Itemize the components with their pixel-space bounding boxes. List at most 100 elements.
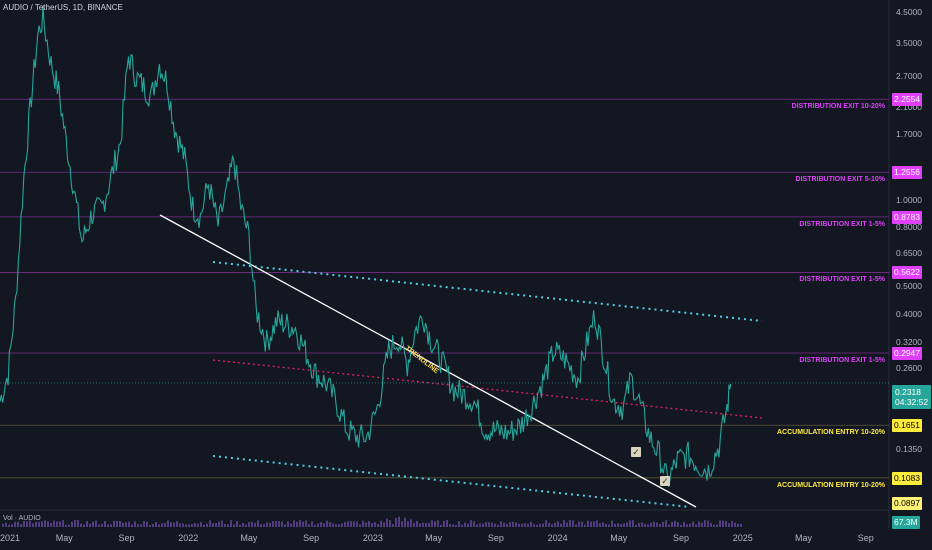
volume-bar <box>251 521 253 527</box>
volume-bar <box>29 520 31 527</box>
volume-bar <box>275 521 277 527</box>
volume-bar <box>74 520 76 527</box>
price-tick-label: 3.5000 <box>896 38 922 49</box>
volume-bar <box>188 524 190 527</box>
volume-bar <box>386 518 388 527</box>
volume-bar <box>230 520 232 527</box>
volume-bar <box>224 523 226 527</box>
volume-bar <box>128 521 130 527</box>
volume-bar <box>38 522 40 527</box>
volume-bar <box>122 522 124 527</box>
volume-bar <box>572 520 574 527</box>
volume-bar <box>662 521 664 527</box>
time-tick-label: Sep <box>487 533 504 543</box>
level-label: DISTRIBUTION EXIT 10-20% <box>791 103 885 111</box>
volume-bar <box>95 520 97 527</box>
volume-bar <box>563 520 565 527</box>
volume-bar <box>227 524 229 527</box>
volume-bar <box>500 521 502 527</box>
volume-bar <box>167 520 169 527</box>
volume-bar <box>719 520 721 527</box>
volume-bar <box>674 520 676 527</box>
volume-bar <box>653 521 655 527</box>
volume-bar <box>350 521 352 527</box>
volume-bar <box>206 523 208 527</box>
level-price-tag: 0.1651 <box>892 419 922 433</box>
time-tick-label: Sep <box>118 533 135 543</box>
volume-bar <box>695 524 697 527</box>
volume-bar <box>266 522 268 527</box>
volume-bar <box>11 524 13 527</box>
volume-bar <box>2 523 4 527</box>
volume-bar <box>494 523 496 527</box>
volume-bar <box>92 521 94 527</box>
volume-bar <box>620 524 622 527</box>
volume-bar <box>461 524 463 527</box>
mid-channel-line <box>212 359 763 419</box>
volume-bar <box>308 524 310 527</box>
volume-bar <box>125 522 127 527</box>
level-price-tag: 0.2947 <box>892 346 922 360</box>
volume-bar <box>152 523 154 527</box>
upper-channel-line <box>212 261 763 322</box>
volume-bar <box>17 521 19 527</box>
volume-bar <box>518 523 520 527</box>
volume-bar <box>740 523 742 527</box>
price-series <box>0 5 732 488</box>
volume-bar <box>269 522 271 527</box>
volume-bar <box>215 522 217 527</box>
volume-bar <box>299 520 301 527</box>
volume-bar <box>542 523 544 527</box>
volume-bar <box>392 524 394 527</box>
volume-bar <box>497 524 499 527</box>
volume-bar <box>647 524 649 527</box>
volume-bar <box>536 524 538 527</box>
volume-bar <box>524 523 526 527</box>
volume-bar <box>470 520 472 527</box>
current-price-value: 0.2318 <box>895 387 921 397</box>
volume-bar <box>593 521 595 527</box>
volume-bar <box>221 520 223 527</box>
volume-bar <box>713 524 715 527</box>
volume-bar <box>182 523 184 527</box>
volume-bar <box>704 520 706 527</box>
low-price-tag: 0.0897 <box>892 497 922 510</box>
time-tick-label: 2025 <box>732 533 753 543</box>
volume-bar <box>140 524 142 527</box>
volume-bar <box>404 517 406 527</box>
volume-bar <box>179 523 181 527</box>
volume-bar <box>458 521 460 527</box>
volume-bar <box>131 524 133 527</box>
volume-bar <box>197 523 199 527</box>
volume-bar <box>638 522 640 527</box>
volume-bar <box>686 524 688 527</box>
level-price-tag: 0.5622 <box>892 266 922 280</box>
volume-bar <box>5 522 7 527</box>
volume-bar <box>203 524 205 527</box>
volume-bar <box>89 523 91 527</box>
volume-label: Vol · AUDIO <box>3 515 41 522</box>
countdown: 04:32:52 <box>895 397 929 407</box>
volume-bar <box>365 522 367 527</box>
volume-bar <box>263 524 265 527</box>
volume-bar <box>293 520 295 527</box>
volume-bar <box>488 522 490 527</box>
volume-bar <box>41 521 43 527</box>
volume-bar <box>551 524 553 527</box>
time-tick-label: May <box>794 533 813 543</box>
volume-bar <box>449 524 451 527</box>
price-tick-label: 0.2600 <box>896 362 922 373</box>
volume-bar <box>200 522 202 527</box>
volume-bar <box>548 522 550 527</box>
volume-bar <box>356 521 358 527</box>
volume-bar <box>485 521 487 527</box>
volume-bar <box>86 521 88 527</box>
volume-bar <box>314 524 316 527</box>
volume-bar <box>287 521 289 527</box>
volume-bar <box>80 523 82 527</box>
volume-bar <box>407 521 409 527</box>
level-label: DISTRIBUTION EXIT 5-10% <box>795 176 885 184</box>
volume-bar <box>401 521 403 527</box>
volume-bar <box>689 523 691 527</box>
